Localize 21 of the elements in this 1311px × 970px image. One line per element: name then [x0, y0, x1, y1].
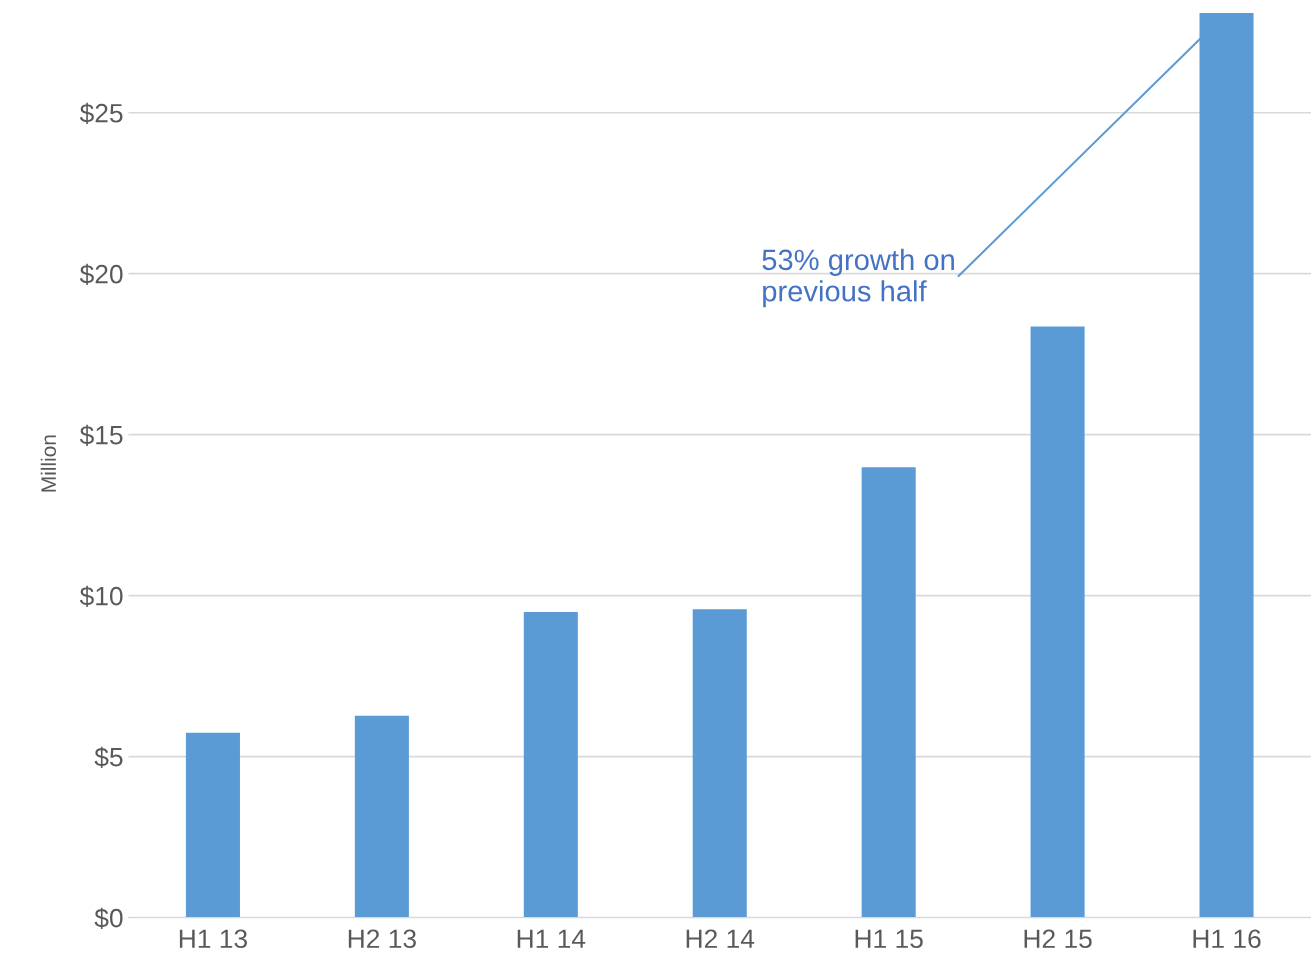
y-tick-label: $10 — [79, 585, 123, 608]
y-tick-label: $0 — [94, 907, 123, 930]
bar — [861, 467, 916, 918]
y-tick-label: $20 — [79, 263, 123, 286]
y-tick-label: $5 — [94, 746, 123, 769]
x-tick-label: H1 15 — [855, 929, 923, 949]
bar — [1030, 326, 1085, 918]
y-tick-label: $25 — [79, 102, 123, 125]
bar — [185, 732, 240, 918]
x-tick-label: H1 13 — [179, 929, 247, 949]
bar — [354, 715, 409, 918]
x-tick-label: H2 14 — [686, 929, 755, 948]
bar — [523, 612, 578, 918]
y-tick-label: $15 — [79, 424, 123, 447]
annotation: 53% growth on previous half — [762, 248, 954, 308]
x-tick-label: H1 16 — [1193, 929, 1261, 949]
x-tick-label: H2 13 — [348, 929, 416, 949]
y-axis-title: Million — [40, 435, 57, 492]
x-tick-label: H2 15 — [1024, 929, 1092, 949]
bar — [692, 609, 747, 918]
x-tick-label: H1 14 — [517, 929, 586, 948]
